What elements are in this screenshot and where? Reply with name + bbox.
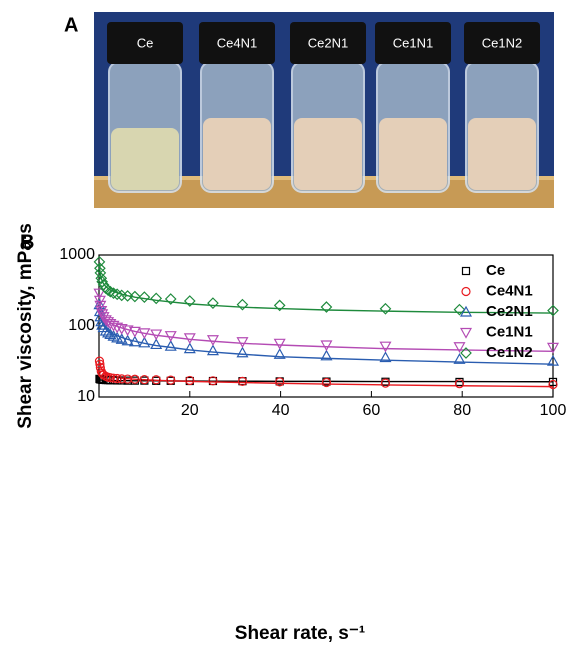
vial-liquid: [379, 118, 447, 190]
fit-line: [99, 264, 553, 313]
x-tick-label: 100: [540, 402, 567, 419]
x-tick-label: 60: [363, 402, 381, 419]
marker: [380, 304, 390, 314]
panel-label: A: [64, 14, 78, 36]
marker: [139, 292, 149, 302]
plot-frame: [99, 255, 553, 397]
vial-liquid: [468, 118, 536, 190]
vial-label: Ce4N1: [217, 35, 257, 50]
marker: [151, 339, 161, 348]
figure: A B Shear rate, s⁻¹ Shear viscosity, mPa…: [0, 0, 572, 652]
vial-label: Ce1N2: [482, 35, 522, 50]
legend-label: Ce1N2: [486, 344, 533, 361]
marker: [237, 348, 247, 357]
x-axis-title: Shear rate, s⁻¹: [235, 623, 365, 644]
y-axis-title: Shear viscosity, mPa·s: [15, 223, 36, 429]
marker: [151, 293, 161, 303]
y-tick-label: 100: [68, 317, 95, 334]
marker: [166, 341, 176, 350]
legend-marker: [462, 288, 470, 296]
y-tick-label: 1000: [59, 246, 95, 263]
vial-liquid: [111, 128, 179, 190]
x-tick-label: 80: [453, 402, 471, 419]
legend-marker: [463, 268, 470, 275]
vial-label: Ce1N1: [393, 35, 433, 50]
vial-label: Ce: [137, 35, 154, 50]
x-tick-label: 20: [181, 402, 199, 419]
legend-label: Ce4N1: [486, 282, 533, 299]
marker: [185, 344, 195, 353]
legend-label: Ce2N1: [486, 303, 533, 320]
marker: [237, 338, 247, 347]
vial-label: Ce2N1: [308, 35, 348, 50]
marker: [208, 298, 218, 308]
y-tick-label: 10: [77, 388, 95, 405]
marker: [380, 342, 390, 351]
marker: [237, 300, 247, 310]
x-tick-label: 40: [272, 402, 290, 419]
legend-label: Ce: [486, 262, 505, 279]
marker: [208, 346, 218, 355]
vial-liquid: [203, 118, 271, 190]
marker: [381, 379, 389, 387]
legend-label: Ce1N1: [486, 323, 533, 340]
marker: [321, 341, 331, 350]
vial-liquid: [294, 118, 362, 190]
marker: [275, 339, 285, 348]
legend-marker: [461, 329, 471, 338]
page: A B Shear rate, s⁻¹ Shear viscosity, mPa…: [0, 0, 572, 652]
